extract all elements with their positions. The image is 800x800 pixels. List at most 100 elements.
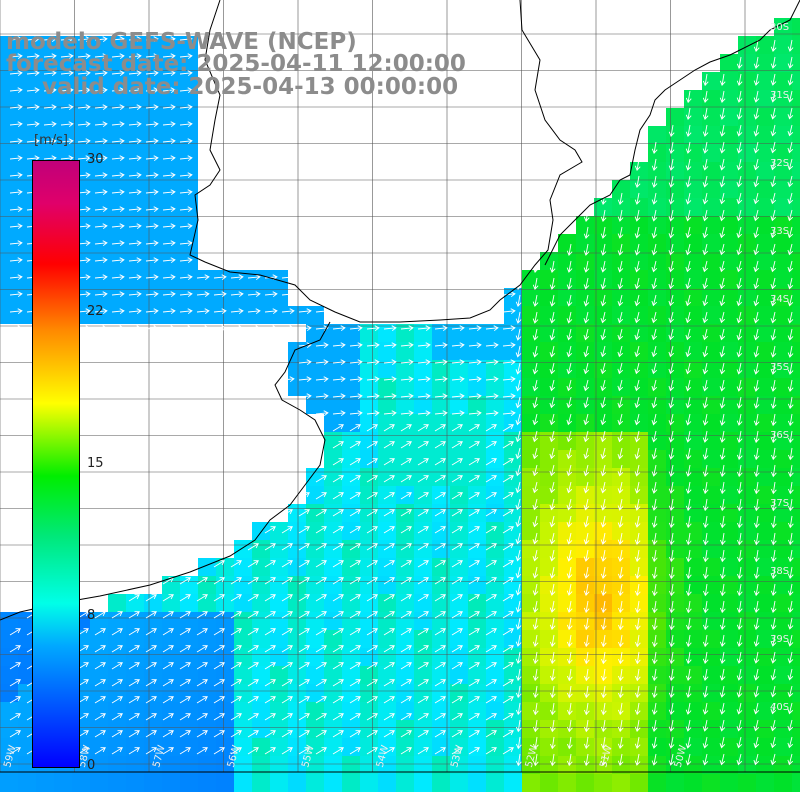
wind-cell: [54, 36, 72, 54]
wind-arrow: [651, 481, 658, 494]
wind-cell: [756, 234, 774, 252]
wind-cell: [270, 288, 288, 306]
wind-cell: [540, 648, 558, 666]
wind-arrow: [451, 594, 463, 602]
wind-arrow: [600, 753, 607, 767]
wind-cell: [270, 306, 288, 324]
wind-arrow: [332, 628, 344, 636]
wind-arrow: [468, 393, 482, 400]
wind-arrow: [366, 492, 378, 500]
wind-arrow: [566, 617, 573, 631]
wind-arrow: [179, 240, 193, 247]
wind-arrow: [451, 526, 463, 534]
wind-cell: [612, 720, 630, 738]
wind-arrow: [451, 424, 463, 432]
wind-cell: [306, 540, 324, 558]
wind-cell: [720, 90, 738, 108]
wind-arrow: [145, 121, 159, 128]
wind-cell: [666, 468, 684, 486]
wind-arrow: [264, 662, 276, 670]
latitude-label: 40S: [770, 702, 789, 713]
wind-cell: [342, 504, 360, 522]
wind-cell: [468, 396, 486, 414]
wind-cell: [684, 576, 702, 594]
wind-arrow: [213, 696, 225, 704]
wind-cell: [738, 468, 756, 486]
wind-cell: [414, 774, 432, 792]
wind-arrow: [515, 430, 522, 443]
wind-arrow: [617, 226, 624, 239]
wind-arrow: [179, 104, 193, 111]
wind-arrow: [515, 413, 522, 426]
wind-arrow: [787, 515, 794, 529]
wind-cell: [108, 594, 126, 612]
wind-cell: [324, 738, 342, 756]
wind-arrow: [685, 498, 692, 512]
wind-arrow: [634, 362, 641, 375]
wind-arrow: [26, 36, 40, 43]
wind-cell: [180, 648, 198, 666]
wind-arrow: [77, 138, 91, 145]
wind-cell: [0, 126, 18, 144]
wind-arrow: [366, 410, 380, 417]
wind-cell: [396, 738, 414, 756]
wind-cell: [558, 720, 576, 738]
wind-arrow: [298, 308, 312, 315]
wind-arrow: [566, 379, 573, 392]
wind-cell: [486, 774, 504, 792]
wind-cell: [198, 630, 216, 648]
wind-cell: [756, 396, 774, 414]
wind-cell: [792, 36, 800, 54]
wind-arrow: [583, 719, 590, 733]
wind-cell: [288, 666, 306, 684]
wind-arrow: [617, 481, 624, 494]
wind-arrow: [451, 713, 463, 721]
wind-arrow: [383, 594, 395, 602]
wind-arrow: [111, 611, 123, 619]
wind-arrow: [787, 583, 794, 596]
wind-cell: [198, 774, 216, 792]
wind-cell: [522, 414, 540, 432]
wind-cell: [450, 702, 468, 720]
wind-cell: [630, 162, 648, 180]
wind-arrow: [787, 753, 794, 766]
wind-cell: [180, 90, 198, 108]
wind-cell: [378, 342, 396, 360]
wind-cell: [558, 486, 576, 504]
wind-arrow: [685, 430, 692, 443]
wind-arrow: [617, 600, 624, 614]
wind-arrow: [516, 753, 522, 767]
wind-arrow: [583, 702, 590, 716]
wind-cell: [774, 216, 792, 234]
wind-arrow: [94, 121, 108, 128]
wind-arrow: [366, 359, 380, 366]
wind-cell: [126, 666, 144, 684]
wind-cell: [684, 756, 702, 774]
wind-arrow: [549, 413, 556, 426]
wind-cell: [522, 666, 540, 684]
wind-arrow: [434, 577, 446, 585]
wind-cell: [684, 612, 702, 630]
wind-arrow: [230, 747, 242, 755]
wind-arrow: [583, 294, 590, 307]
wind-arrow: [736, 634, 743, 647]
wind-cell: [576, 270, 594, 288]
wind-arrow: [515, 464, 522, 477]
wind-cell: [558, 468, 576, 486]
wind-arrow: [719, 413, 726, 426]
wind-arrow: [315, 475, 327, 483]
wind-arrow: [685, 107, 692, 121]
wind-cell: [558, 666, 576, 684]
wind-arrow: [787, 736, 794, 749]
wind-cell: [756, 198, 774, 216]
wind-arrow: [128, 274, 142, 281]
wind-cell: [180, 702, 198, 720]
wind-arrow: [566, 294, 573, 307]
wind-cell: [666, 684, 684, 702]
wind-arrow: [468, 509, 480, 517]
wind-cell: [792, 126, 800, 144]
wind-arrow: [550, 719, 556, 733]
wind-cell: [684, 360, 702, 378]
wind-arrow: [451, 393, 465, 400]
wind-cell: [756, 216, 774, 234]
